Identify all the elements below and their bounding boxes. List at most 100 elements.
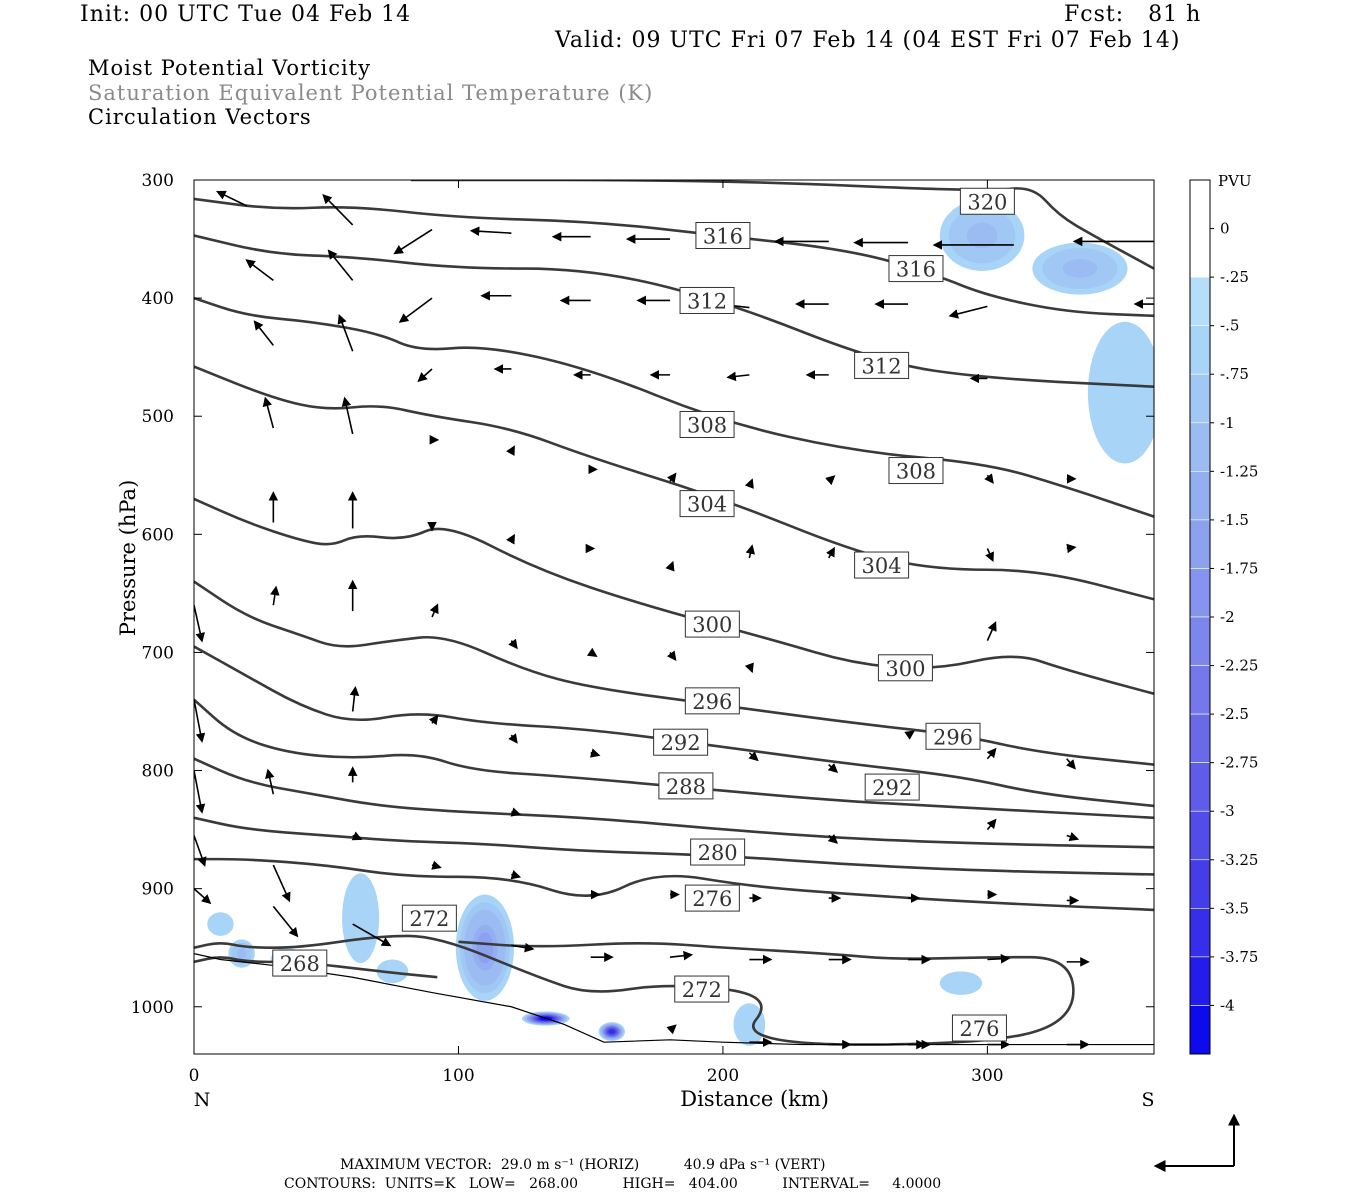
circulation-vector — [216, 190, 248, 207]
circulation-vector — [826, 546, 835, 559]
colorbar-segment — [1189, 422, 1211, 472]
circulation-vector — [341, 396, 354, 435]
pv-blob — [207, 912, 234, 936]
contour-label: 296 — [925, 722, 981, 750]
pv-blob-layer — [608, 1029, 616, 1034]
pv-blob — [598, 1022, 626, 1042]
pv-blob-layer — [476, 932, 494, 964]
y-tick-label: 700 — [142, 643, 174, 663]
forecast-hour: Fcst: 81 h — [1064, 2, 1202, 27]
init-time: Init: 00 UTC Tue 04 Feb 14 — [80, 2, 412, 27]
y-tick-label: 900 — [142, 880, 174, 900]
circulation-vector — [744, 478, 754, 489]
contour-label-text: 272 — [682, 978, 722, 1002]
circulation-vectors — [194, 190, 1154, 1050]
contour-label-text: 292 — [872, 776, 912, 800]
contour-label-box — [864, 773, 920, 801]
circulation-vector — [827, 833, 839, 844]
circulation-vector — [669, 950, 694, 961]
colorbar-segment — [1189, 713, 1211, 763]
contour-label-text: 312 — [862, 354, 902, 378]
contour-line-304 — [194, 365, 1154, 601]
circulation-vector — [825, 475, 836, 486]
pv-blob — [1087, 321, 1154, 464]
pv-blob — [342, 873, 380, 964]
colorbar-segment — [1189, 1005, 1211, 1055]
pv-blob-layer — [236, 948, 247, 959]
y-tick-label: 800 — [142, 762, 174, 782]
contour-label-box — [401, 904, 457, 932]
contour-label-text: 296 — [692, 690, 732, 714]
contour-label-box — [877, 654, 933, 682]
contour-label-text: 292 — [661, 731, 701, 755]
circulation-vector — [510, 870, 522, 880]
contour-labels: 320 316 316 312 312 308 308 304 304 300 300 296 296 2… — [272, 187, 1015, 1042]
colorbar-label: -.5 — [1220, 317, 1239, 335]
pv-blob-layer — [1062, 259, 1098, 279]
colorbar-segment — [1189, 228, 1211, 278]
colorbar-label: 0 — [1220, 220, 1230, 238]
endpoint-right: S — [1141, 1089, 1154, 1111]
circulation-vector — [506, 445, 515, 456]
contour-line-316 — [194, 197, 1154, 318]
circulation-vector — [987, 953, 1011, 964]
colorbar: PVU 0 -.25 -.5 -.75 -1 -1.25 -1.5 -1.75 -2 -2.25 -2… — [1189, 172, 1258, 1055]
circulation-vector — [194, 770, 206, 814]
contour-line-272 — [194, 934, 1075, 1046]
plot-frame — [193, 179, 1155, 1055]
y-tick-label: 600 — [142, 525, 174, 545]
contour-line-268 — [194, 956, 438, 979]
x-tick-label: 100 — [442, 1066, 474, 1086]
circulation-vector — [429, 603, 439, 618]
circulation-vector — [985, 548, 994, 563]
circulation-vector — [948, 305, 988, 319]
contour-label-box — [679, 286, 735, 314]
circulation-vector — [262, 396, 275, 429]
contour-label-box — [272, 949, 328, 977]
colorbar-label: -3.5 — [1220, 899, 1249, 917]
colorbar-label: -1 — [1220, 414, 1235, 432]
contour-line-312 — [194, 234, 1154, 388]
contour-label-box — [690, 838, 746, 866]
circulation-vector — [986, 621, 997, 641]
circulation-vector — [510, 807, 522, 817]
contour-label-text: 320 — [967, 190, 1007, 214]
pv-blob — [1032, 242, 1128, 295]
circulation-vector — [272, 864, 291, 903]
contour-line-296 — [194, 580, 1154, 766]
colorbar-title: PVU — [1218, 172, 1252, 190]
colorbar-segment — [1189, 859, 1211, 909]
contour-label-box — [695, 222, 751, 250]
contour-label-box — [653, 728, 709, 756]
circulation-vector — [508, 638, 518, 650]
colorbar-segment — [1189, 908, 1211, 958]
contour-label-text: 276 — [959, 1017, 999, 1041]
colorbar-label: -1.75 — [1220, 559, 1258, 577]
pv-blob — [939, 971, 983, 995]
circulation-vector — [349, 685, 360, 712]
colorbar-label: -.25 — [1220, 268, 1249, 286]
contour-label-text: 308 — [687, 413, 727, 437]
contour-label: 268 — [272, 949, 328, 977]
circulation-vector — [351, 831, 363, 841]
circulation-vector — [1066, 758, 1076, 770]
circulation-vector — [245, 259, 274, 282]
circulation-vector — [1066, 543, 1077, 554]
contour-line-284 — [194, 757, 1154, 849]
contour-line-280 — [194, 816, 1154, 876]
contour-label: 296 — [684, 687, 740, 715]
circulation-vector — [398, 297, 433, 323]
contour-label-box — [959, 187, 1015, 215]
colorbar-label: -3.25 — [1220, 851, 1258, 869]
contour-label-text: 272 — [409, 907, 449, 931]
x-tick-label: 0 — [189, 1066, 200, 1086]
contour-label-text: 276 — [692, 887, 732, 911]
contour-label-box — [684, 687, 740, 715]
colorbar-segment — [1189, 519, 1211, 569]
circulation-vector — [1066, 832, 1080, 842]
colorbar-label: -2.5 — [1220, 705, 1249, 723]
colorbar-segment — [1189, 276, 1211, 326]
valid-time: Valid: 09 UTC Fri 07 Feb 14 (04 EST Fri … — [555, 28, 1181, 53]
contour-label-box — [684, 610, 740, 638]
contour-label-box — [674, 975, 730, 1003]
